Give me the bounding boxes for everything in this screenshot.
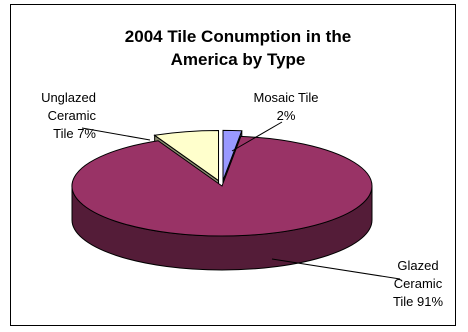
slice-top [222, 129, 243, 181]
slice-glazed-ceramic-tile [71, 135, 373, 271]
data-label-unglazed-ceramic-tile-line-1: Ceramic [48, 108, 97, 123]
leader-line-mosaic-tile [231, 121, 283, 152]
data-label-unglazed-ceramic-tile-line-0: Unglazed [41, 90, 96, 105]
chart-title-line-1: 2004 Tile Conumption in the [125, 27, 351, 46]
data-label-glazed-ceramic-tile-line-1: Ceramic [394, 276, 443, 291]
data-label-glazed-ceramic-tile-line-0: Glazed [397, 258, 438, 273]
data-label-unglazed-ceramic-tile-line-2: Tile 7% [53, 126, 96, 141]
slice-top [71, 135, 373, 237]
chart-title-line-2: America by Type [171, 50, 306, 69]
leader-line-unglazed-ceramic-tile [81, 127, 151, 141]
data-label-mosaic-tile-line-0: Mosaic Tile [253, 90, 318, 105]
data-label-mosaic-tile-line-1: 2% [277, 108, 296, 123]
leader-line-glazed-ceramic-tile [271, 258, 401, 280]
data-label-glazed-ceramic-tile-line-2: Tile 91% [393, 294, 444, 309]
slice-top [153, 130, 220, 182]
